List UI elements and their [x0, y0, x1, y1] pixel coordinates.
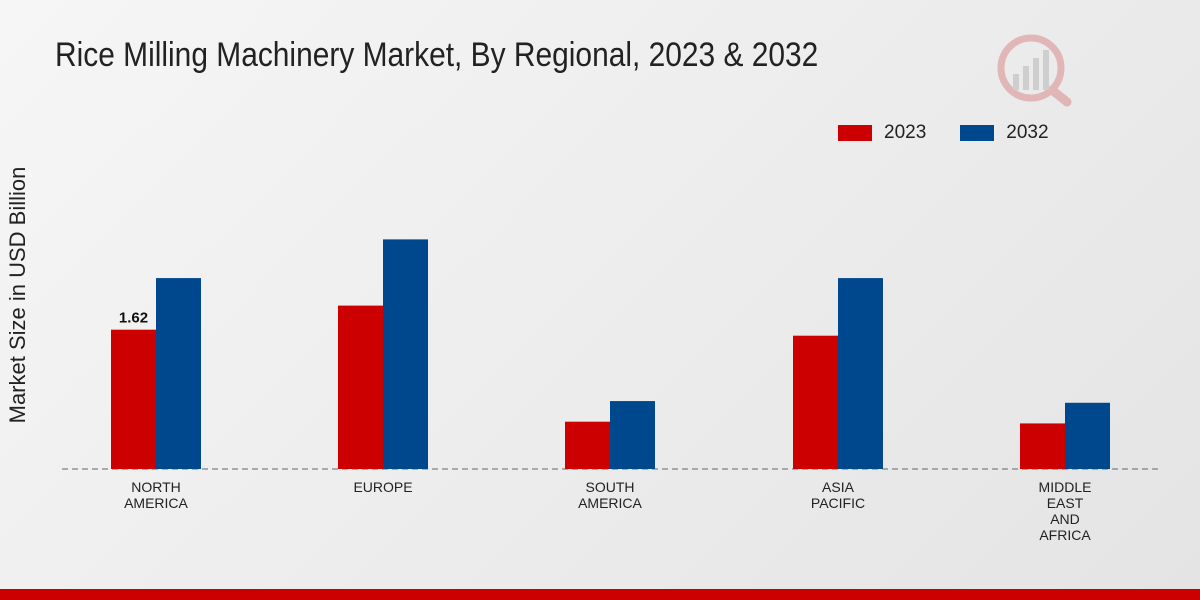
x-tick-label-south-america: SOUTH AMERICA	[578, 479, 642, 511]
legend-label-2023: 2023	[884, 122, 927, 143]
bar-2023-middle-east-and-africa	[1020, 423, 1065, 469]
x-tick-label-north-america: NORTH AMERICA	[124, 479, 188, 511]
footer-accent-bar	[0, 589, 1200, 600]
legend-item-2032: 2032	[960, 122, 1049, 144]
bar-2023-europe	[338, 305, 383, 469]
legend-label-2032: 2032	[1006, 122, 1049, 143]
data-label: 1.62	[119, 310, 148, 327]
legend-swatch-2032	[960, 125, 995, 141]
x-tick-label-europe: EUROPE	[353, 479, 412, 495]
x-tick-label-asia-pacific: ASIA PACIFIC	[811, 479, 865, 511]
legend: 2023 2032	[838, 122, 1083, 144]
bar-2023-north-america	[111, 329, 156, 469]
bar-2032-asia-pacific	[838, 278, 883, 469]
legend-item-2023: 2023	[838, 122, 926, 144]
bar-2023-asia-pacific	[793, 335, 838, 469]
bar-2032-north-america	[156, 278, 201, 469]
x-tick-label-middle-east-and-africa: MIDDLE EAST AND AFRICA	[1039, 479, 1092, 543]
bar-2023-south-america	[565, 421, 610, 469]
brand-logo-icon	[997, 34, 1072, 107]
bar-2032-south-america	[610, 401, 655, 469]
bar-2032-europe	[383, 239, 428, 469]
bar-2032-middle-east-and-africa	[1065, 402, 1110, 469]
chart-title: Rice Milling Machinery Market, By Region…	[55, 36, 819, 74]
legend-swatch-2023	[838, 125, 872, 141]
